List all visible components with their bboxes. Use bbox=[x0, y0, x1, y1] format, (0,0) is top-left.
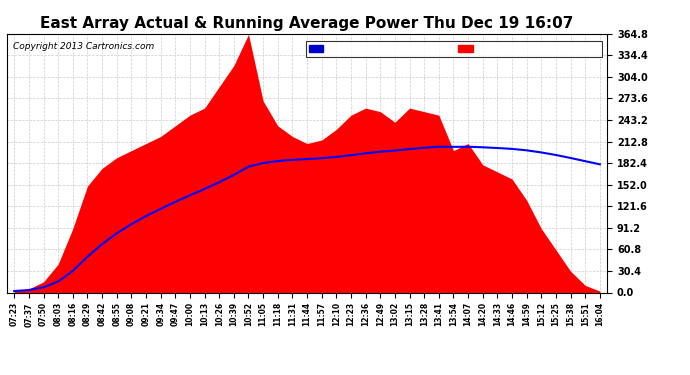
Legend: Average  (DC Watts), East Array  (DC Watts): Average (DC Watts), East Array (DC Watts… bbox=[306, 41, 602, 57]
Title: East Array Actual & Running Average Power Thu Dec 19 16:07: East Array Actual & Running Average Powe… bbox=[40, 16, 574, 31]
Text: Copyright 2013 Cartronics.com: Copyright 2013 Cartronics.com bbox=[13, 42, 154, 51]
